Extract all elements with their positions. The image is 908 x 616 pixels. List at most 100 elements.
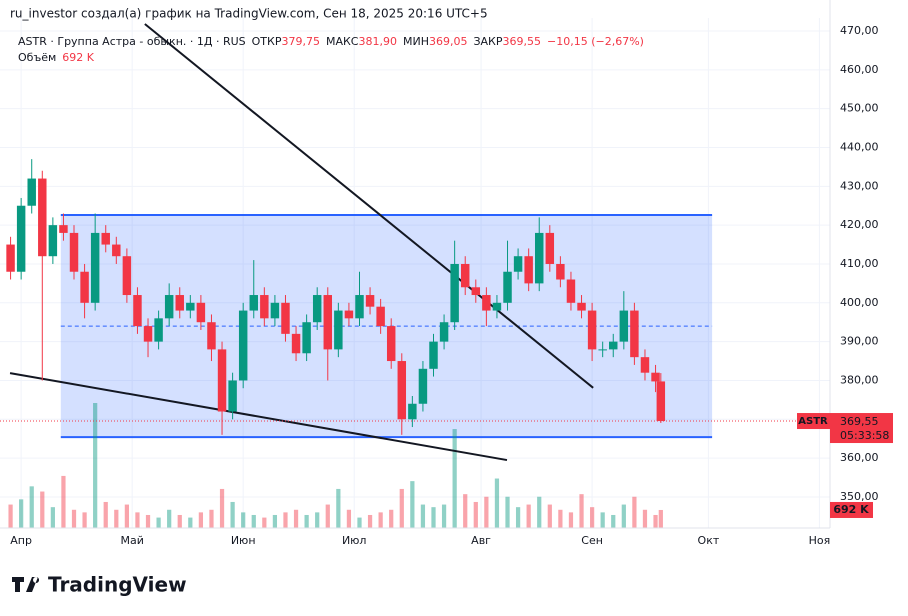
change: −10,15 (−2,67%)	[547, 35, 644, 48]
volume-value: 692 K	[62, 51, 94, 64]
candle-body	[249, 295, 258, 311]
volume-bar	[145, 514, 151, 528]
volume-bar	[558, 509, 563, 528]
volume-tag	[830, 501, 873, 518]
x-tick-label: Сен	[581, 534, 603, 547]
volume-bar	[547, 504, 552, 528]
candle-body	[656, 381, 666, 422]
candle-body	[323, 295, 332, 350]
y-tick-label: 420,00	[840, 218, 879, 231]
candle-body	[90, 232, 100, 303]
candle-body	[376, 306, 385, 327]
candle-body	[196, 302, 206, 323]
volume-bar	[272, 514, 278, 528]
logo: TradingView	[12, 573, 187, 597]
volume-bar	[611, 514, 616, 528]
volume-bar	[494, 478, 500, 528]
price-tag-timer: 05:33:58	[840, 429, 889, 442]
volume-bar	[420, 504, 426, 528]
candle-body	[270, 302, 280, 319]
candle-body	[69, 232, 79, 272]
volume-bar	[209, 509, 214, 528]
candle-body	[556, 263, 565, 280]
volume-bar	[658, 509, 663, 528]
volume-bar	[262, 517, 267, 528]
volume-bar	[61, 475, 66, 528]
volume-bar	[219, 488, 225, 528]
candle-body	[186, 302, 195, 311]
x-tick-label: Окт	[698, 534, 720, 547]
volume-bar	[82, 512, 87, 528]
candle-body	[482, 295, 491, 311]
candle-body	[492, 302, 502, 311]
candle-body	[545, 232, 555, 264]
volume-bar	[103, 501, 108, 528]
y-tick-label: 360,00	[840, 451, 879, 464]
candle-body	[460, 263, 470, 288]
candle-body	[302, 322, 311, 354]
candle-body	[48, 225, 58, 257]
candle-body	[59, 225, 68, 233]
volume-bar	[568, 512, 574, 528]
volume-bar	[431, 507, 436, 528]
volume-bar	[156, 517, 161, 528]
y-tick-label: 430,00	[840, 179, 879, 192]
price-tag-value: 369,55	[840, 415, 879, 428]
volume-bar	[589, 507, 595, 528]
trend-line	[9, 372, 508, 462]
candle-body	[355, 295, 364, 319]
candle-body	[291, 333, 301, 354]
candle-body	[344, 310, 354, 319]
x-tick-label: Июл	[342, 534, 367, 547]
candle-body	[207, 322, 216, 350]
volume-bar	[251, 514, 256, 528]
info-value: 379,75	[281, 35, 320, 48]
candle-body	[27, 178, 36, 206]
volume-bar	[93, 403, 98, 528]
volume-bar	[177, 514, 182, 528]
symbol: ASTR · Группа Астра - обыкн. · 1Д · RUS	[18, 35, 246, 48]
x-tick-label: Июн	[231, 534, 256, 547]
volume-legend: Объём 692 K	[18, 51, 95, 64]
x-tick-label: Ноя	[809, 534, 831, 547]
y-tick-label: 380,00	[840, 373, 879, 386]
logo-text: TradingView	[48, 573, 187, 597]
candle-body	[577, 302, 586, 311]
candle-body	[164, 295, 174, 319]
candle-body	[619, 310, 629, 342]
volume-bar	[325, 504, 330, 528]
volume-bar	[515, 507, 521, 528]
volume-title: Объём	[18, 51, 56, 64]
y-tick-label: 460,00	[840, 63, 879, 76]
info-label: МАКС	[326, 35, 359, 48]
volume-bar	[230, 501, 235, 528]
header: ru_investor создал(а) график на TradingV…	[10, 7, 488, 21]
candle-body	[365, 295, 375, 307]
volume-bar	[410, 481, 415, 528]
volume-bar	[441, 504, 447, 528]
volume-bar	[579, 494, 584, 528]
x-tick-label: Апр	[10, 534, 32, 547]
volume-bar	[114, 509, 119, 528]
symbol-tag	[797, 413, 830, 430]
logo-icon	[12, 577, 40, 592]
volume-bar	[40, 491, 45, 528]
candle-body	[524, 256, 533, 284]
volume-bar	[71, 509, 77, 528]
candle-body	[228, 380, 237, 412]
y-tick-label: 470,00	[840, 24, 879, 37]
candle-body	[397, 361, 407, 420]
info-label: МИН	[403, 35, 429, 48]
candle-body	[640, 357, 650, 373]
candle-body	[587, 310, 597, 350]
candle-body	[143, 326, 153, 342]
candle-body	[535, 232, 544, 284]
volume-bar	[621, 504, 626, 528]
candle-body	[154, 318, 163, 342]
y-tick-label: 350,00	[840, 490, 879, 503]
candle-body	[6, 244, 15, 272]
volume-bar	[357, 517, 362, 528]
candle-body	[133, 295, 142, 327]
y-tick-label: 410,00	[840, 257, 879, 270]
